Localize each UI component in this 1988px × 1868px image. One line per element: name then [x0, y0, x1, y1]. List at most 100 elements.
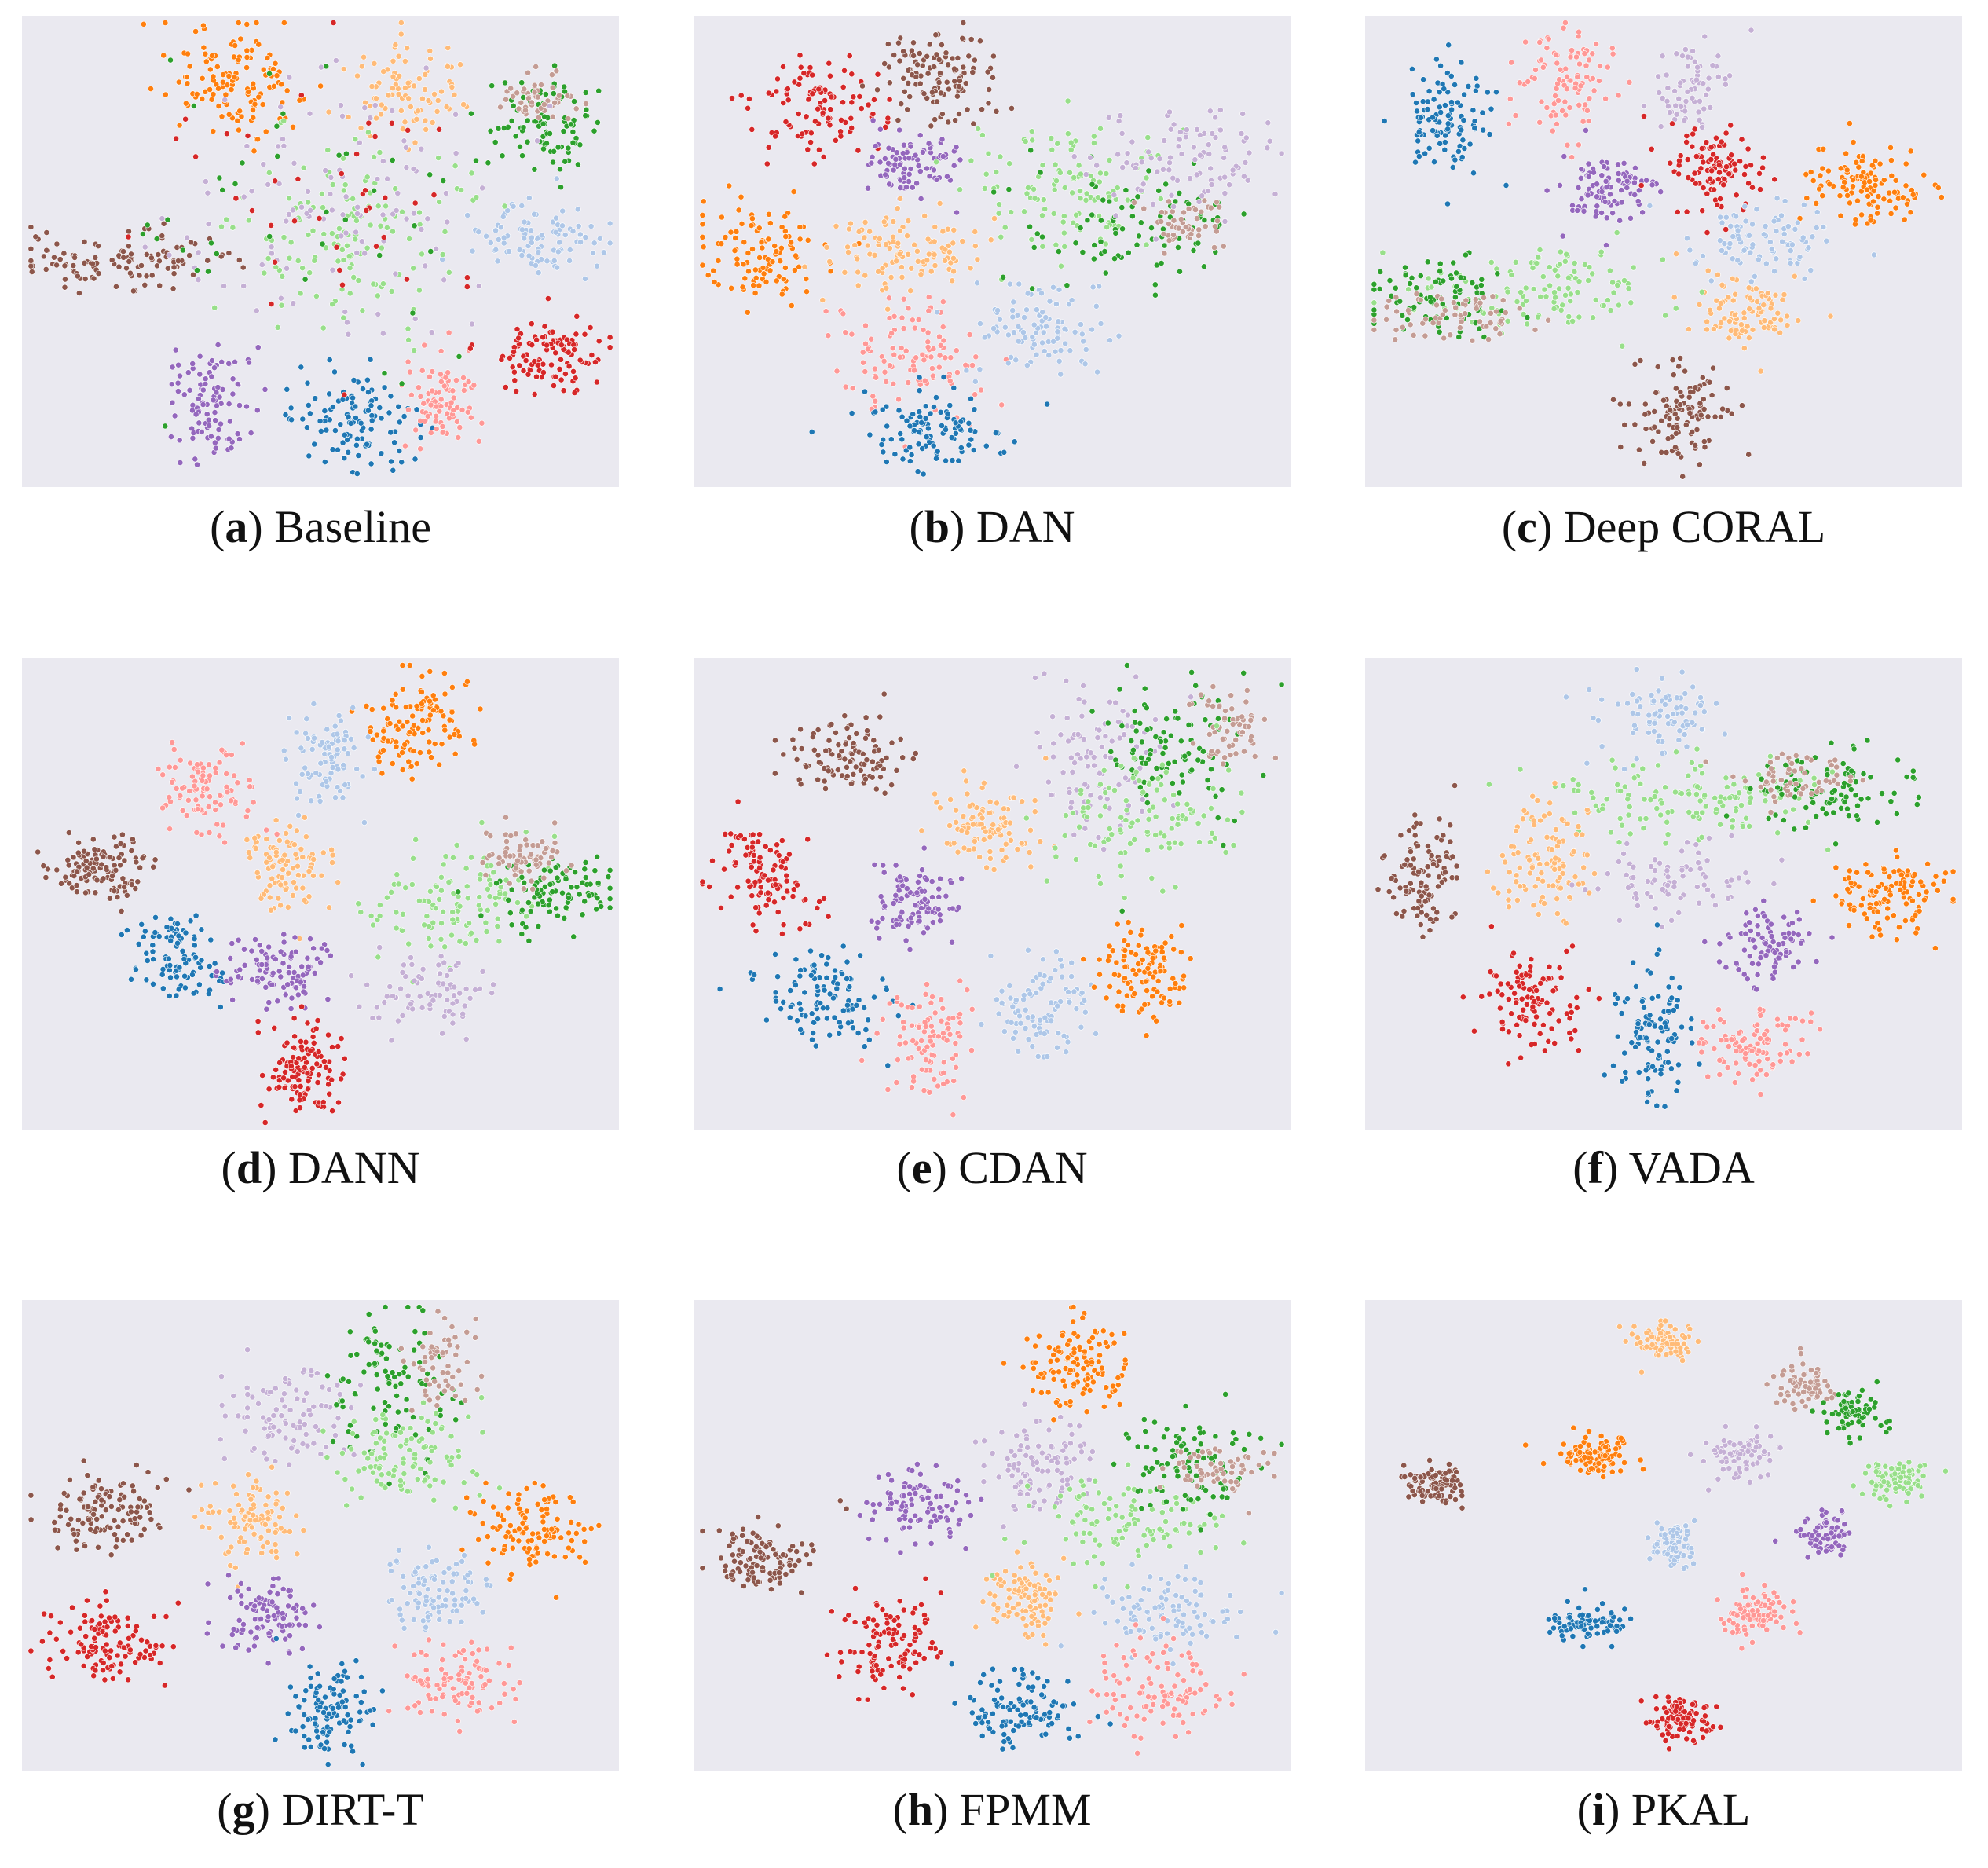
point [1703, 92, 1710, 98]
point [904, 106, 911, 113]
point [1723, 226, 1730, 233]
point [295, 258, 302, 264]
point [368, 417, 375, 424]
point [313, 1060, 320, 1068]
point [1771, 316, 1777, 323]
point [1757, 186, 1763, 192]
point [498, 356, 505, 363]
point [441, 228, 448, 235]
point [455, 888, 462, 896]
point [1078, 331, 1086, 338]
point [943, 457, 949, 464]
point [1042, 206, 1049, 212]
point [291, 841, 298, 848]
point [1657, 123, 1664, 130]
point [379, 158, 386, 165]
point [502, 384, 509, 390]
point [231, 772, 237, 779]
point [265, 255, 272, 262]
point [1162, 181, 1170, 188]
point [445, 879, 452, 885]
point [1567, 53, 1574, 60]
point [1407, 280, 1413, 287]
point [229, 996, 236, 1003]
point [473, 194, 480, 201]
point [1549, 127, 1556, 134]
point [883, 459, 890, 465]
point [865, 185, 871, 192]
point [341, 455, 348, 462]
point [485, 885, 491, 892]
point [1195, 233, 1202, 239]
point [822, 308, 829, 315]
point [374, 176, 381, 182]
point [456, 903, 463, 910]
point [886, 245, 893, 251]
point [956, 83, 962, 90]
point [273, 848, 280, 855]
point [1722, 81, 1729, 88]
point [410, 722, 417, 729]
point [891, 451, 899, 458]
point [1853, 159, 1860, 166]
point [448, 84, 456, 90]
point [397, 985, 404, 992]
point [121, 857, 128, 864]
point [566, 247, 573, 253]
point [773, 248, 780, 255]
point [468, 170, 475, 177]
point [200, 401, 207, 408]
point [1691, 58, 1698, 65]
point [441, 1013, 448, 1020]
point [1609, 50, 1616, 57]
point [1516, 305, 1523, 312]
point [75, 839, 82, 846]
point [540, 369, 547, 375]
point [891, 161, 899, 168]
point [1749, 241, 1756, 248]
point [900, 141, 907, 148]
point [522, 924, 529, 931]
point [1719, 281, 1726, 288]
point [309, 1065, 316, 1071]
point [1221, 144, 1228, 151]
point [200, 764, 207, 771]
point [1242, 159, 1249, 166]
point [189, 407, 196, 414]
point [379, 770, 386, 777]
point [280, 866, 286, 873]
point [138, 262, 145, 269]
point [373, 731, 380, 738]
point [882, 123, 889, 130]
point [292, 948, 299, 955]
point [1591, 169, 1597, 176]
point [585, 892, 592, 899]
point [293, 827, 300, 834]
point [1547, 282, 1554, 289]
point [518, 868, 525, 875]
point [173, 785, 180, 792]
point [540, 120, 547, 127]
point [299, 972, 306, 979]
point [290, 123, 296, 130]
point [1907, 148, 1914, 155]
point [334, 784, 341, 791]
point [444, 972, 451, 979]
point [921, 357, 928, 364]
point [167, 937, 174, 944]
point [494, 258, 501, 265]
point [143, 251, 150, 258]
point [884, 423, 891, 430]
point [1090, 133, 1097, 140]
point [477, 705, 484, 712]
point [396, 419, 403, 426]
point [1140, 181, 1147, 188]
point [1386, 297, 1393, 304]
point [897, 430, 904, 437]
point [459, 406, 466, 413]
point [285, 870, 292, 877]
point [1054, 328, 1061, 335]
point [1887, 211, 1895, 217]
point [272, 258, 278, 266]
point [254, 1029, 262, 1036]
